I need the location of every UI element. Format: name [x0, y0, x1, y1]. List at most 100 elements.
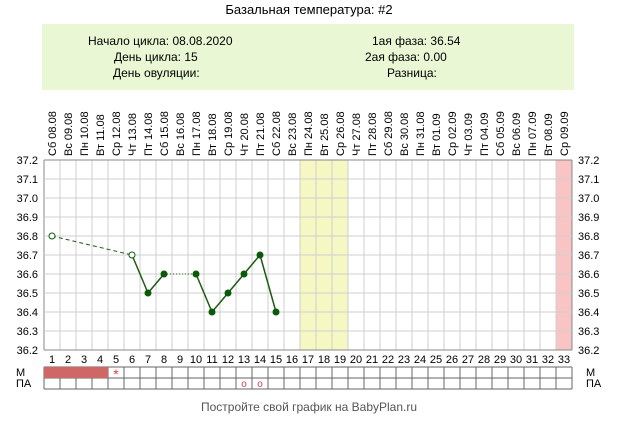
x-day-label: 21 [366, 354, 378, 366]
x-day-label: 27 [462, 354, 474, 366]
x-day-label: 14 [254, 354, 266, 366]
x-date-label: Ср 12.08 [111, 111, 123, 156]
period-cell [76, 367, 92, 378]
x-date-label: Ср 19.08 [223, 111, 235, 156]
period-cell [60, 367, 76, 378]
x-day-label: 10 [190, 354, 202, 366]
x-date-label: Вс 16.08 [175, 113, 187, 156]
y-tick-label-left: 36.6 [17, 269, 38, 281]
row-label-right: ПА [586, 378, 602, 390]
x-day-label: 24 [414, 354, 426, 366]
y-tick-label-right: 36.3 [578, 326, 599, 338]
x-date-label: Вт 25.08 [319, 113, 331, 156]
x-day-label: 5 [113, 354, 119, 366]
x-date-label: Пн 31.08 [415, 111, 427, 156]
x-day-label: 7 [145, 354, 151, 366]
x-date-label: Вт 08.09 [543, 113, 555, 156]
row-label-right: М [586, 367, 595, 379]
x-day-label: 3 [81, 354, 87, 366]
x-date-label: Пт 28.08 [367, 112, 379, 156]
y-tick-label-right: 37.1 [578, 174, 599, 186]
x-day-label: 16 [286, 354, 298, 366]
data-point [208, 308, 216, 316]
x-date-label: Чт 03.09 [463, 113, 475, 156]
period-cell [92, 367, 108, 378]
y-tick-label-right: 36.8 [578, 231, 599, 243]
chart-title: Базальная температура: #2 [225, 2, 393, 17]
y-tick-label-right: 36.5 [578, 288, 599, 300]
data-point [240, 270, 248, 278]
m-star-mark: * [113, 366, 119, 382]
data-point [144, 289, 152, 297]
data-point [160, 270, 168, 278]
series-segment [259, 254, 277, 313]
data-point [192, 270, 200, 278]
series-segment [243, 254, 261, 275]
x-day-label: 6 [129, 354, 135, 366]
data-point [224, 289, 232, 297]
x-date-label: Сб 05.09 [495, 111, 507, 156]
y-tick-label-right: 37.2 [578, 155, 599, 167]
series-segment [195, 273, 213, 313]
x-date-label: Чт 27.08 [351, 113, 363, 156]
x-date-label: Ср 09.09 [559, 111, 571, 156]
phase1-label: 1ая фаза: 36.54 [372, 34, 461, 48]
period-cell [44, 367, 60, 378]
cycle-info-panel: Начало цикла: 08.08.2020 День цикла: 15 … [42, 24, 574, 90]
x-day-label: 4 [97, 354, 103, 366]
x-date-label: Вс 09.08 [63, 113, 75, 156]
x-day-label: 23 [398, 354, 410, 366]
y-tick-label-right: 36.6 [578, 269, 599, 281]
x-day-label: 18 [318, 354, 330, 366]
series-segment [147, 273, 165, 294]
y-tick-label-right: 36.7 [578, 250, 599, 262]
x-date-label: Пн 10.08 [79, 111, 91, 156]
x-date-label: Чт 20.08 [239, 113, 251, 156]
series-segment [131, 254, 149, 294]
y-tick-label-left: 37.2 [17, 155, 38, 167]
x-date-label: Пн 24.08 [303, 111, 315, 156]
y-tick-label-left: 37.1 [17, 174, 38, 186]
x-date-label: Пн 07.09 [527, 111, 539, 156]
x-date-label: Сб 22.08 [271, 111, 283, 156]
y-tick-label-left: 36.3 [17, 326, 38, 338]
x-day-label: 25 [430, 354, 442, 366]
x-day-label: 32 [542, 354, 554, 366]
x-day-label: 11 [206, 354, 217, 366]
data-point [48, 232, 56, 240]
difference-label: Разница: [387, 66, 437, 80]
x-day-label: 1 [49, 354, 55, 366]
x-date-label: Вс 23.08 [287, 113, 299, 156]
y-tick-label-left: 36.2 [17, 345, 38, 357]
ovulation-day-label: День овуляции: [113, 66, 200, 80]
x-day-label: 15 [270, 354, 282, 366]
x-day-label: 9 [177, 354, 183, 366]
x-day-label: 26 [446, 354, 458, 366]
cycle-day-label: День цикла: 15 [114, 50, 198, 64]
y-tick-label-right: 36.9 [578, 212, 599, 224]
x-day-label: 31 [526, 354, 538, 366]
series-segment [227, 273, 245, 294]
x-day-label: 28 [478, 354, 490, 366]
x-date-label: Ср 26.08 [335, 111, 347, 156]
x-day-label: 12 [222, 354, 234, 366]
x-date-label: Вс 06.09 [511, 113, 523, 156]
x-date-label: Сб 15.08 [159, 111, 171, 156]
y-tick-label-right: 37.0 [578, 193, 599, 205]
x-date-label: Вс 30.08 [399, 113, 411, 156]
x-day-label: 17 [302, 354, 314, 366]
x-date-label: Вт 01.09 [431, 113, 443, 156]
x-day-label: 29 [494, 354, 506, 366]
y-tick-label-right: 36.4 [578, 307, 599, 319]
x-date-label: Чт 13.08 [127, 113, 139, 156]
y-tick-label-left: 37.0 [17, 193, 38, 205]
x-day-label: 33 [558, 354, 570, 366]
series-segment [211, 292, 229, 313]
y-tick-label-left: 36.8 [17, 231, 38, 243]
x-day-label: 22 [382, 354, 394, 366]
y-tick-label-left: 36.4 [17, 307, 38, 319]
y-tick-label-left: 36.9 [17, 212, 38, 224]
footer-link[interactable]: Постройте свой график на BabyPlan.ru [200, 400, 418, 414]
row-label-left: М [16, 367, 25, 379]
y-tick-label-left: 36.7 [17, 250, 38, 262]
